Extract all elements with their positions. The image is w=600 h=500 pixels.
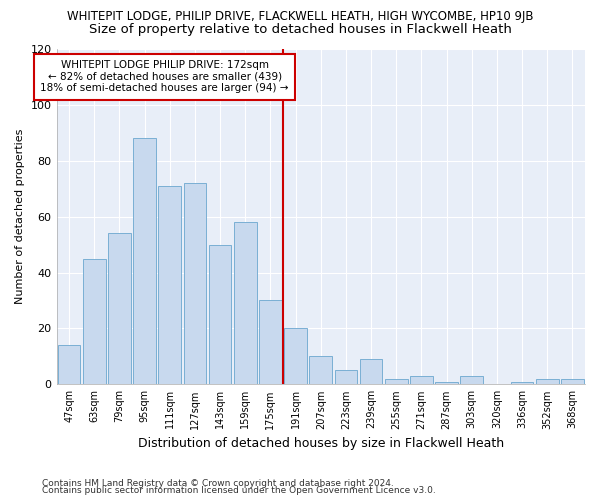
Bar xyxy=(234,222,257,384)
X-axis label: Distribution of detached houses by size in Flackwell Heath: Distribution of detached houses by size … xyxy=(138,437,504,450)
Bar xyxy=(133,138,156,384)
Bar xyxy=(209,244,232,384)
Bar xyxy=(335,370,357,384)
Bar xyxy=(360,359,382,384)
Text: WHITEPIT LODGE PHILIP DRIVE: 172sqm
← 82% of detached houses are smaller (439)
1: WHITEPIT LODGE PHILIP DRIVE: 172sqm ← 82… xyxy=(40,60,289,94)
Bar xyxy=(184,183,206,384)
Bar xyxy=(511,382,533,384)
Bar xyxy=(108,234,131,384)
Y-axis label: Number of detached properties: Number of detached properties xyxy=(15,129,25,304)
Bar xyxy=(158,186,181,384)
Bar xyxy=(58,345,80,385)
Text: Contains public sector information licensed under the Open Government Licence v3: Contains public sector information licen… xyxy=(42,486,436,495)
Bar xyxy=(310,356,332,384)
Bar xyxy=(536,378,559,384)
Bar xyxy=(259,300,282,384)
Bar xyxy=(284,328,307,384)
Bar xyxy=(435,382,458,384)
Bar xyxy=(410,376,433,384)
Bar xyxy=(385,378,407,384)
Bar xyxy=(561,378,584,384)
Text: Contains HM Land Registry data © Crown copyright and database right 2024.: Contains HM Land Registry data © Crown c… xyxy=(42,478,394,488)
Bar xyxy=(83,258,106,384)
Bar xyxy=(460,376,483,384)
Text: WHITEPIT LODGE, PHILIP DRIVE, FLACKWELL HEATH, HIGH WYCOMBE, HP10 9JB: WHITEPIT LODGE, PHILIP DRIVE, FLACKWELL … xyxy=(67,10,533,23)
Text: Size of property relative to detached houses in Flackwell Heath: Size of property relative to detached ho… xyxy=(89,22,511,36)
